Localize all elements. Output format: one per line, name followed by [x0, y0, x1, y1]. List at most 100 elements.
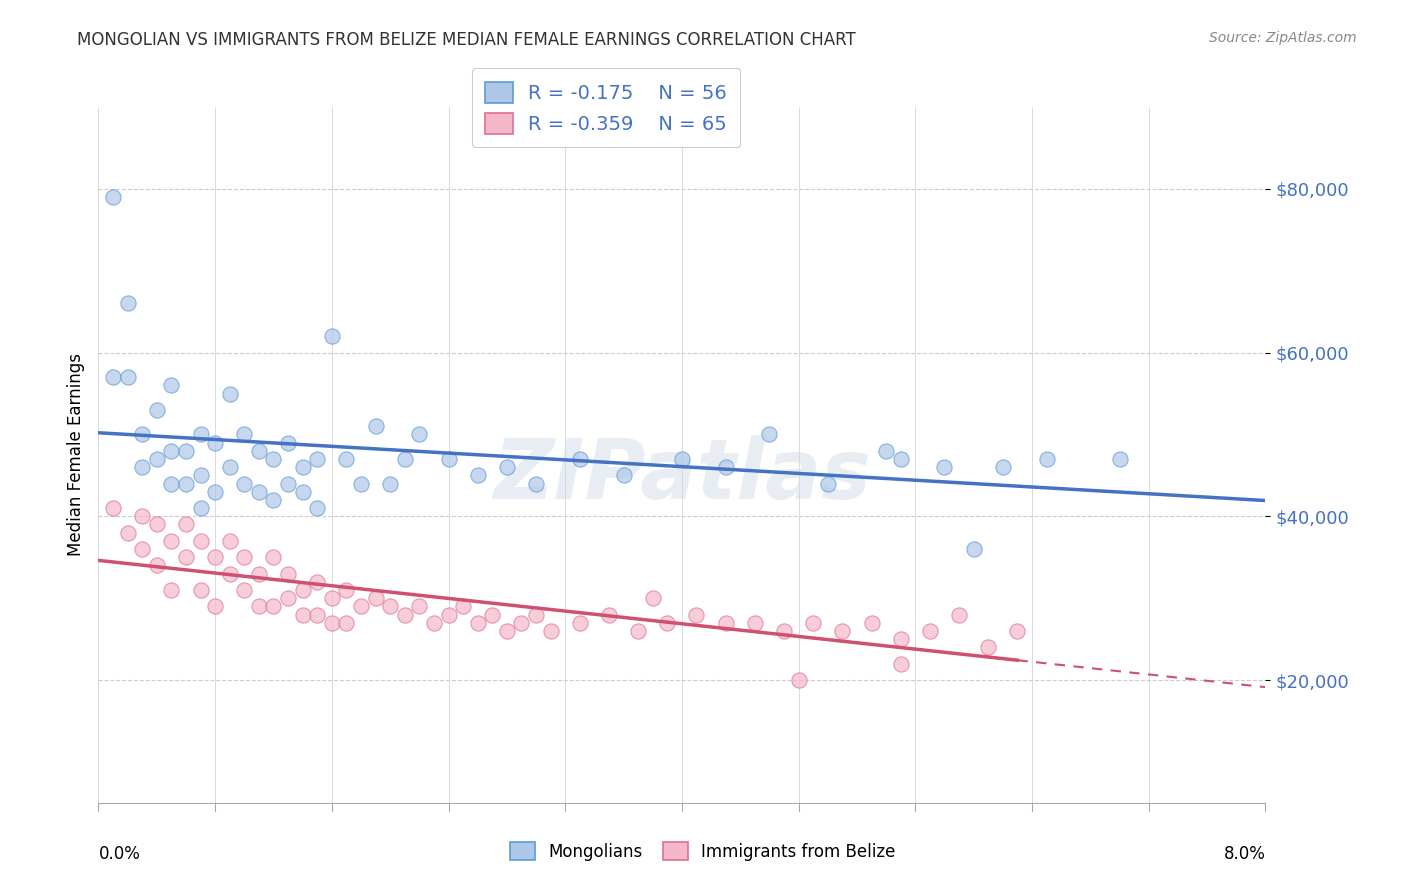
Text: Source: ZipAtlas.com: Source: ZipAtlas.com	[1209, 31, 1357, 45]
Point	[160, 443, 183, 458]
Point	[101, 370, 124, 384]
Point	[233, 427, 256, 442]
Point	[890, 632, 912, 646]
Point	[204, 484, 226, 499]
Point	[350, 476, 373, 491]
Point	[934, 460, 956, 475]
Point	[568, 452, 591, 467]
Point	[233, 582, 256, 597]
Point	[277, 476, 299, 491]
Point	[174, 517, 197, 532]
Point	[977, 640, 1000, 655]
Point	[307, 501, 329, 516]
Point	[262, 550, 284, 565]
Point	[423, 615, 446, 630]
Point	[524, 607, 547, 622]
Point	[307, 607, 329, 622]
Point	[307, 574, 329, 589]
Point	[101, 501, 124, 516]
Point	[773, 624, 796, 638]
Point	[890, 657, 912, 671]
Point	[174, 476, 197, 491]
Point	[146, 517, 169, 532]
Point	[524, 476, 547, 491]
Point	[467, 468, 489, 483]
Point	[714, 615, 737, 630]
Point	[394, 452, 416, 467]
Point	[627, 624, 650, 638]
Point	[247, 566, 270, 581]
Point	[364, 591, 387, 606]
Point	[598, 607, 620, 622]
Point	[380, 476, 402, 491]
Point	[146, 452, 169, 467]
Point	[291, 484, 314, 499]
Point	[204, 435, 226, 450]
Legend: Mongolians, Immigrants from Belize: Mongolians, Immigrants from Belize	[503, 836, 903, 868]
Point	[291, 607, 314, 622]
Point	[277, 435, 299, 450]
Point	[467, 615, 489, 630]
Point	[247, 599, 270, 614]
Point	[540, 624, 562, 638]
Point	[685, 607, 707, 622]
Point	[481, 607, 503, 622]
Point	[262, 492, 284, 507]
Point	[612, 468, 634, 483]
Point	[131, 427, 153, 442]
Point	[190, 427, 212, 442]
Text: 0.0%: 0.0%	[98, 845, 141, 863]
Point	[247, 443, 270, 458]
Point	[860, 615, 883, 630]
Point	[233, 550, 256, 565]
Point	[671, 452, 693, 467]
Legend: R = -0.175    N = 56, R = -0.359    N = 65: R = -0.175 N = 56, R = -0.359 N = 65	[471, 68, 741, 147]
Point	[641, 591, 664, 606]
Point	[657, 615, 679, 630]
Point	[160, 378, 183, 392]
Point	[714, 460, 737, 475]
Point	[131, 542, 153, 557]
Point	[117, 296, 139, 310]
Point	[233, 476, 256, 491]
Point	[787, 673, 810, 687]
Point	[408, 427, 430, 442]
Point	[335, 452, 357, 467]
Point	[394, 607, 416, 622]
Point	[451, 599, 474, 614]
Point	[831, 624, 853, 638]
Point	[875, 443, 897, 458]
Point	[991, 460, 1014, 475]
Point	[117, 525, 139, 540]
Point	[321, 591, 343, 606]
Point	[204, 599, 226, 614]
Point	[146, 558, 169, 573]
Point	[335, 582, 357, 597]
Point	[117, 370, 139, 384]
Point	[1007, 624, 1029, 638]
Point	[380, 599, 402, 614]
Point	[204, 550, 226, 565]
Point	[277, 591, 299, 606]
Point	[262, 452, 284, 467]
Point	[350, 599, 373, 614]
Text: MONGOLIAN VS IMMIGRANTS FROM BELIZE MEDIAN FEMALE EARNINGS CORRELATION CHART: MONGOLIAN VS IMMIGRANTS FROM BELIZE MEDI…	[77, 31, 856, 49]
Point	[962, 542, 984, 557]
Point	[277, 566, 299, 581]
Point	[174, 550, 197, 565]
Point	[321, 329, 343, 343]
Point	[948, 607, 970, 622]
Point	[1108, 452, 1130, 467]
Point	[190, 533, 212, 548]
Point	[146, 403, 169, 417]
Point	[437, 607, 460, 622]
Y-axis label: Median Female Earnings: Median Female Earnings	[66, 353, 84, 557]
Point	[131, 509, 153, 524]
Point	[335, 615, 357, 630]
Text: ZIPatlas: ZIPatlas	[494, 435, 870, 516]
Point	[918, 624, 941, 638]
Point	[817, 476, 839, 491]
Point	[101, 190, 124, 204]
Point	[218, 566, 240, 581]
Text: 8.0%: 8.0%	[1223, 845, 1265, 863]
